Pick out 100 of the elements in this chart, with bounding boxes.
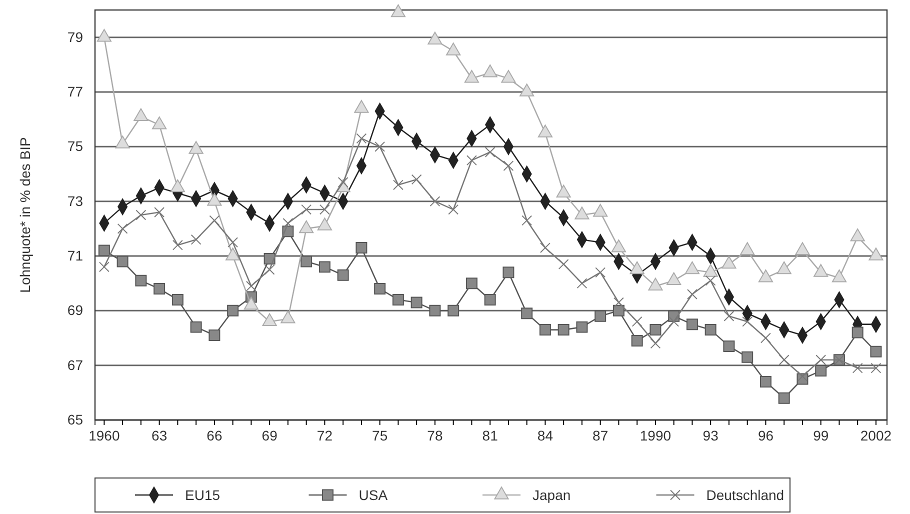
point <box>594 310 606 322</box>
point <box>264 264 275 275</box>
point <box>612 304 624 316</box>
point <box>208 330 220 342</box>
point <box>301 204 312 215</box>
point <box>172 240 183 250</box>
point <box>98 262 110 272</box>
point <box>227 304 239 316</box>
point <box>760 332 771 344</box>
point <box>392 294 404 306</box>
point <box>650 324 662 336</box>
point <box>503 160 514 172</box>
point <box>870 362 882 374</box>
point <box>448 204 459 215</box>
point <box>522 215 532 226</box>
point <box>300 256 312 268</box>
point <box>429 304 441 316</box>
point <box>558 324 570 336</box>
y-tick-label: 77 <box>67 83 84 100</box>
point <box>724 310 734 322</box>
point <box>870 346 882 358</box>
point <box>852 326 864 338</box>
x-tick-label: 66 <box>206 428 222 444</box>
point <box>613 297 624 308</box>
point <box>154 207 165 218</box>
legend-label: Deutschland <box>706 487 784 503</box>
y-tick-label: 73 <box>67 192 84 209</box>
point <box>190 234 202 245</box>
point <box>190 321 202 333</box>
point <box>704 324 716 336</box>
point <box>576 278 588 289</box>
point <box>742 351 754 363</box>
point <box>411 174 422 185</box>
point <box>117 223 128 234</box>
y-tick-label: 71 <box>67 247 84 264</box>
point <box>686 318 698 330</box>
point <box>172 294 184 306</box>
y-axis-title: Lohnquote* in % des BIP <box>17 137 33 293</box>
y-tick-label: 67 <box>67 356 84 373</box>
point <box>448 304 460 316</box>
point <box>816 354 826 366</box>
point <box>116 256 128 268</box>
point <box>136 210 146 220</box>
point <box>632 316 642 327</box>
point <box>135 274 147 286</box>
point <box>356 242 368 254</box>
y-tick-label: 75 <box>67 138 84 154</box>
point <box>246 280 256 292</box>
point <box>576 321 588 333</box>
x-tick-label: 96 <box>758 428 774 444</box>
x-tick-label: 78 <box>427 428 443 444</box>
point <box>374 141 386 152</box>
point <box>356 133 367 144</box>
point <box>778 392 790 404</box>
point <box>154 283 166 295</box>
legend-label: EU15 <box>185 487 220 503</box>
x-tick-label: 75 <box>372 428 388 444</box>
point <box>319 204 330 215</box>
point <box>410 296 422 308</box>
point <box>318 261 330 273</box>
point <box>650 338 661 349</box>
x-tick-label: 1960 <box>88 428 120 444</box>
x-tick-label: 72 <box>316 428 333 444</box>
point <box>209 215 220 226</box>
x-tick-label: 87 <box>592 428 608 444</box>
point <box>742 316 753 327</box>
point <box>98 244 110 256</box>
point <box>466 278 478 290</box>
point <box>797 371 808 382</box>
y-tick-label: 79 <box>67 28 84 45</box>
point <box>430 196 440 207</box>
point <box>502 266 514 278</box>
point <box>815 365 827 377</box>
x-tick-label: 81 <box>482 428 498 444</box>
point <box>686 289 698 300</box>
legend-label: Japan <box>532 487 571 503</box>
point <box>374 283 386 295</box>
legend-label: USA <box>358 487 388 503</box>
y-tick-label: 69 <box>67 302 84 318</box>
point <box>392 180 404 190</box>
point <box>484 294 496 306</box>
point <box>705 275 716 286</box>
point <box>228 237 238 248</box>
point <box>723 340 735 352</box>
point <box>558 258 569 270</box>
x-tick-label: 63 <box>152 428 168 444</box>
x-tick-label: 69 <box>262 428 278 444</box>
x-tick-label: 2002 <box>860 428 892 444</box>
point <box>778 354 790 366</box>
point <box>484 146 496 158</box>
point <box>631 334 643 346</box>
point <box>668 316 680 327</box>
point <box>282 218 294 228</box>
point <box>539 324 551 336</box>
point <box>595 267 606 278</box>
point <box>540 242 550 254</box>
point <box>521 308 533 320</box>
x-tick-label: 1990 <box>640 428 672 444</box>
point <box>760 376 772 388</box>
x-tick-label: 93 <box>702 428 719 444</box>
